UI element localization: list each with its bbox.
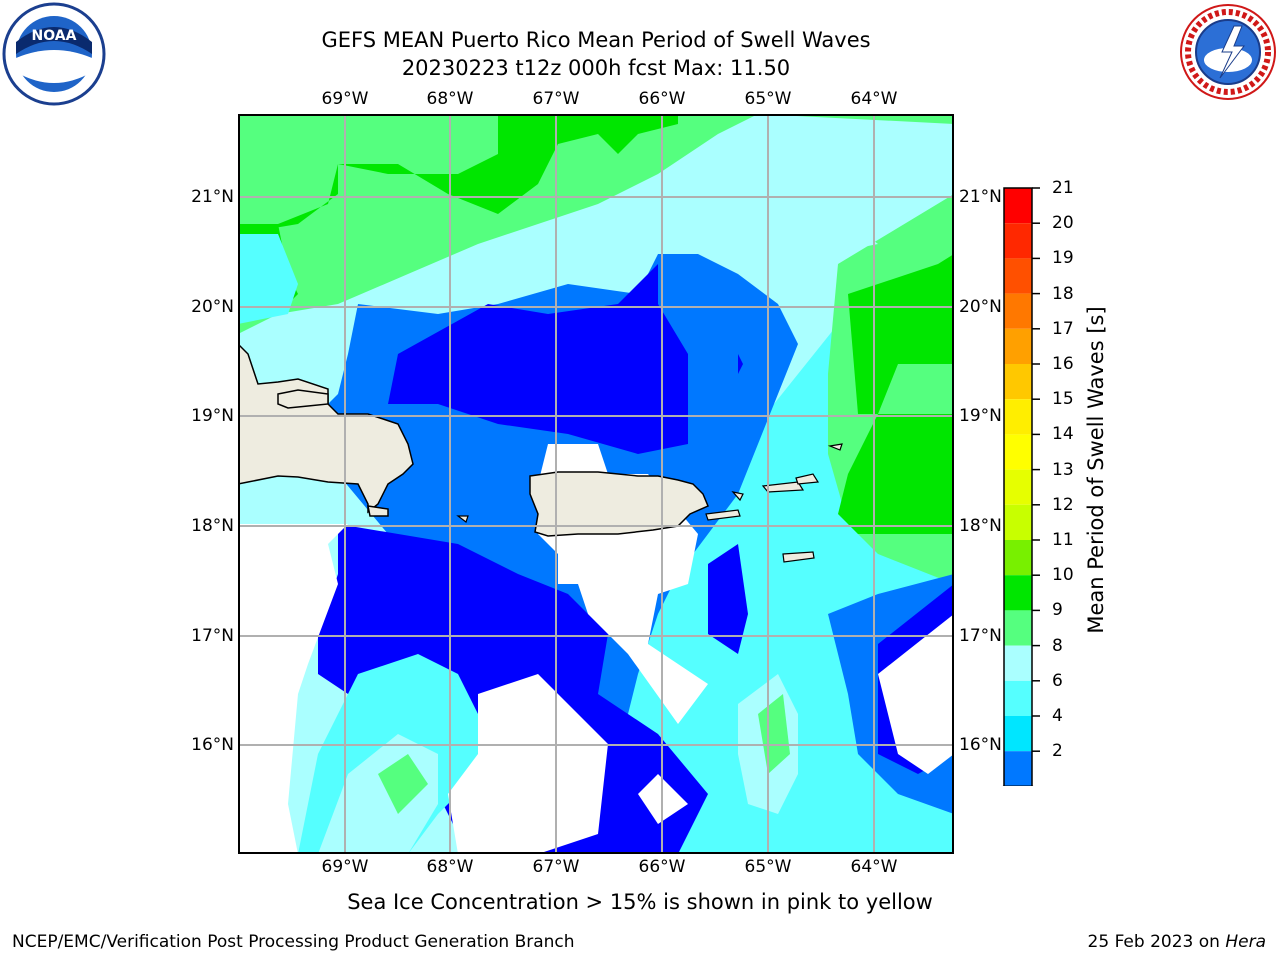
- colorbar-tick-label: 12: [1052, 494, 1074, 515]
- graticule: [238, 114, 954, 854]
- colorbar-box: [1004, 504, 1032, 540]
- lat-label: 17°N: [959, 626, 1002, 646]
- lat-label: 17°N: [191, 626, 234, 646]
- colorbar-tick-label: 15: [1052, 389, 1074, 410]
- colorbar-box: [1004, 434, 1032, 470]
- lat-label: 20°N: [959, 297, 1002, 317]
- lat-label: 16°N: [959, 735, 1002, 755]
- colorbar-tick-label: 11: [1052, 530, 1074, 550]
- map-frame: [238, 114, 954, 854]
- sea-ice-note: Sea Ice Concentration > 15% is shown in …: [347, 890, 933, 914]
- land-hispaniola: [238, 342, 414, 514]
- lat-label: 21°N: [959, 187, 1002, 207]
- noaa-logo-icon: NOAA: [2, 2, 106, 106]
- colorbar-tick-label: 9: [1052, 600, 1063, 621]
- lon-label: 66°W: [638, 857, 686, 877]
- colorbar-tick-label: 18: [1052, 283, 1074, 304]
- colorbar-box: [1004, 328, 1032, 364]
- colorbar-frame: [1003, 187, 1033, 786]
- lon-label: 69°W: [321, 89, 369, 109]
- no-data-south: [448, 674, 608, 854]
- lat-label: 16°N: [191, 735, 234, 755]
- lat-label: 19°N: [959, 406, 1002, 426]
- land-st-croix: [782, 551, 815, 563]
- lon-label: 64°W: [850, 857, 898, 877]
- colorbar-box: [1004, 188, 1032, 224]
- contour-below-2-core: [388, 264, 688, 454]
- lon-label: 68°W: [426, 857, 474, 877]
- colorbar-tick-label: 8: [1052, 635, 1063, 656]
- colorbar-box: [1004, 751, 1032, 786]
- land-puerto-rico: [529, 471, 709, 537]
- footer-date: 25 Feb 2023 on Hera: [1088, 932, 1266, 952]
- colorbar-box: [1004, 645, 1032, 681]
- colorbar-label: Mean Period of Swell Waves [s]: [1084, 306, 1108, 634]
- colorbar-tick-label: 13: [1052, 459, 1074, 480]
- colorbar-box: [1004, 540, 1032, 576]
- colorbar-box: [1004, 258, 1032, 294]
- lon-label: 69°W: [321, 857, 369, 877]
- colorbar-box: [1004, 610, 1032, 646]
- lat-label: 20°N: [191, 297, 234, 317]
- colorbar-tick-label: 4: [1052, 706, 1063, 726]
- lat-label: 18°N: [191, 516, 234, 536]
- lon-label: 64°W: [850, 89, 898, 109]
- land-virgin-islands: [761, 481, 805, 493]
- colorbar-box: [1004, 399, 1032, 435]
- lon-label: 67°W: [532, 89, 580, 109]
- footer-date-text: 25 Feb 2023 on: [1087, 932, 1226, 952]
- colorbar-tick-label: 21: [1052, 178, 1074, 198]
- colorbar-tick-label: 19: [1052, 248, 1074, 269]
- colorbar-box: [1004, 364, 1032, 400]
- footer-credit: NCEP/EMC/Verification Post Processing Pr…: [12, 932, 575, 952]
- contour-9-10-north: [238, 114, 954, 334]
- title-line-2: 20230223 t12z 000h fcst Max: 11.50: [401, 56, 791, 80]
- colorbar-box: [1004, 293, 1032, 329]
- lat-label: 21°N: [191, 187, 234, 207]
- lon-label: 66°W: [638, 89, 686, 109]
- nws-logo-icon: [1180, 4, 1276, 100]
- colorbar-tick-label: 17: [1052, 318, 1074, 339]
- lon-label: 68°W: [426, 89, 474, 109]
- colorbar-tick-label: 16: [1052, 354, 1074, 374]
- colorbar-tick-label: 6: [1052, 670, 1063, 691]
- lon-label: 67°W: [532, 857, 580, 877]
- lon-label: 65°W: [744, 857, 792, 877]
- colorbar: [1002, 187, 1040, 786]
- contour-10-11-north: [238, 114, 678, 234]
- colorbar-box: [1004, 716, 1032, 752]
- colorbar-box: [1004, 469, 1032, 505]
- colorbar-box: [1004, 680, 1032, 716]
- chart-title: GEFS MEAN Puerto Rico Mean Period of Swe…: [296, 26, 896, 82]
- colorbar-tick-label: 2: [1052, 741, 1063, 762]
- lat-label: 19°N: [191, 406, 234, 426]
- colorbar-boxes: [1002, 187, 1040, 786]
- swell-period-map: [238, 114, 954, 854]
- title-line-1: GEFS MEAN Puerto Rico Mean Period of Swe…: [321, 28, 871, 52]
- footer-machine: Hera: [1225, 932, 1266, 952]
- colorbar-box: [1004, 223, 1032, 259]
- colorbar-tick-label: 20: [1052, 213, 1074, 234]
- lon-label: 65°W: [744, 89, 792, 109]
- colorbar-tick-label: 14: [1052, 424, 1074, 445]
- noaa-logo-text: NOAA: [32, 28, 77, 44]
- colorbar-tick-label: 10: [1052, 565, 1074, 586]
- colorbar-box: [1004, 575, 1032, 611]
- no-data-west: [238, 524, 348, 854]
- lat-label: 18°N: [959, 516, 1002, 536]
